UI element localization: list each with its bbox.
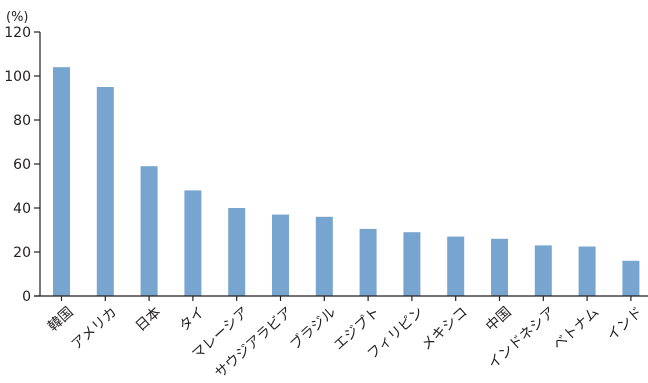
bar-13	[622, 260, 640, 296]
y-tick-label-0: 0	[22, 289, 31, 305]
bar-6	[315, 216, 333, 296]
bar-4	[228, 208, 246, 296]
bar-2	[140, 166, 158, 296]
y-tick-label-100: 100	[4, 69, 31, 85]
bars-group	[53, 67, 640, 296]
x-tick-label-3: タイ	[176, 304, 208, 335]
axes-group	[34, 32, 648, 301]
bar-9	[447, 236, 465, 296]
x-tick-label-1: アメリカ	[69, 304, 121, 353]
bar-5	[272, 214, 289, 296]
x-tick-label-0: 韓国	[45, 304, 77, 335]
y-tick-label-40: 40	[13, 201, 31, 217]
x-tick-label-12: ベトナム	[550, 304, 602, 353]
bar-10	[491, 238, 508, 296]
y-ticks-group: 0 20 40 60 80 100 120	[4, 25, 40, 305]
y-tick-label-60: 60	[13, 157, 31, 173]
x-tick-label-9: メキシコ	[418, 304, 470, 353]
y-tick-label-20: 20	[13, 245, 31, 261]
bar-1	[96, 87, 114, 296]
bar-3	[184, 190, 202, 296]
x-tick-label-2: 日本	[133, 304, 165, 335]
x-tick-label-13: インド	[604, 304, 646, 344]
y-unit-label: (%)	[6, 10, 29, 25]
bar-8	[403, 232, 421, 296]
y-tick-label-120: 120	[4, 25, 31, 41]
y-tick-label-80: 80	[13, 113, 31, 129]
bar-7	[359, 228, 377, 296]
x-tick-label-10: 中国	[483, 304, 515, 335]
x-tick-label-5: サウジアラビア	[212, 304, 296, 381]
bar-0	[53, 67, 70, 296]
bar-12	[578, 246, 596, 296]
x-tick-label-6: ブラジル	[287, 303, 340, 353]
x-labels-group: 韓国アメリカ 日本 タイマレーシアサウジアラビアブラジルエジプトフィリピンメキシコ中…	[45, 303, 646, 381]
bar-11	[534, 245, 552, 296]
